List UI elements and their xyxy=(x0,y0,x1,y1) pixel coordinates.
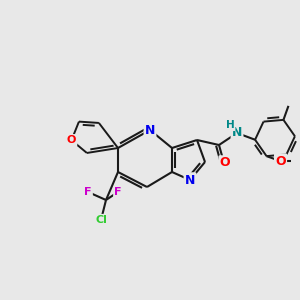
Text: N: N xyxy=(185,173,195,187)
Text: N: N xyxy=(145,124,155,136)
Text: O: O xyxy=(275,154,286,168)
Text: O: O xyxy=(220,157,230,169)
Text: O: O xyxy=(67,135,76,145)
Text: F: F xyxy=(84,187,92,197)
Text: N: N xyxy=(232,127,242,140)
Text: Cl: Cl xyxy=(95,215,107,225)
Text: H: H xyxy=(226,120,234,130)
Text: F: F xyxy=(114,187,122,197)
